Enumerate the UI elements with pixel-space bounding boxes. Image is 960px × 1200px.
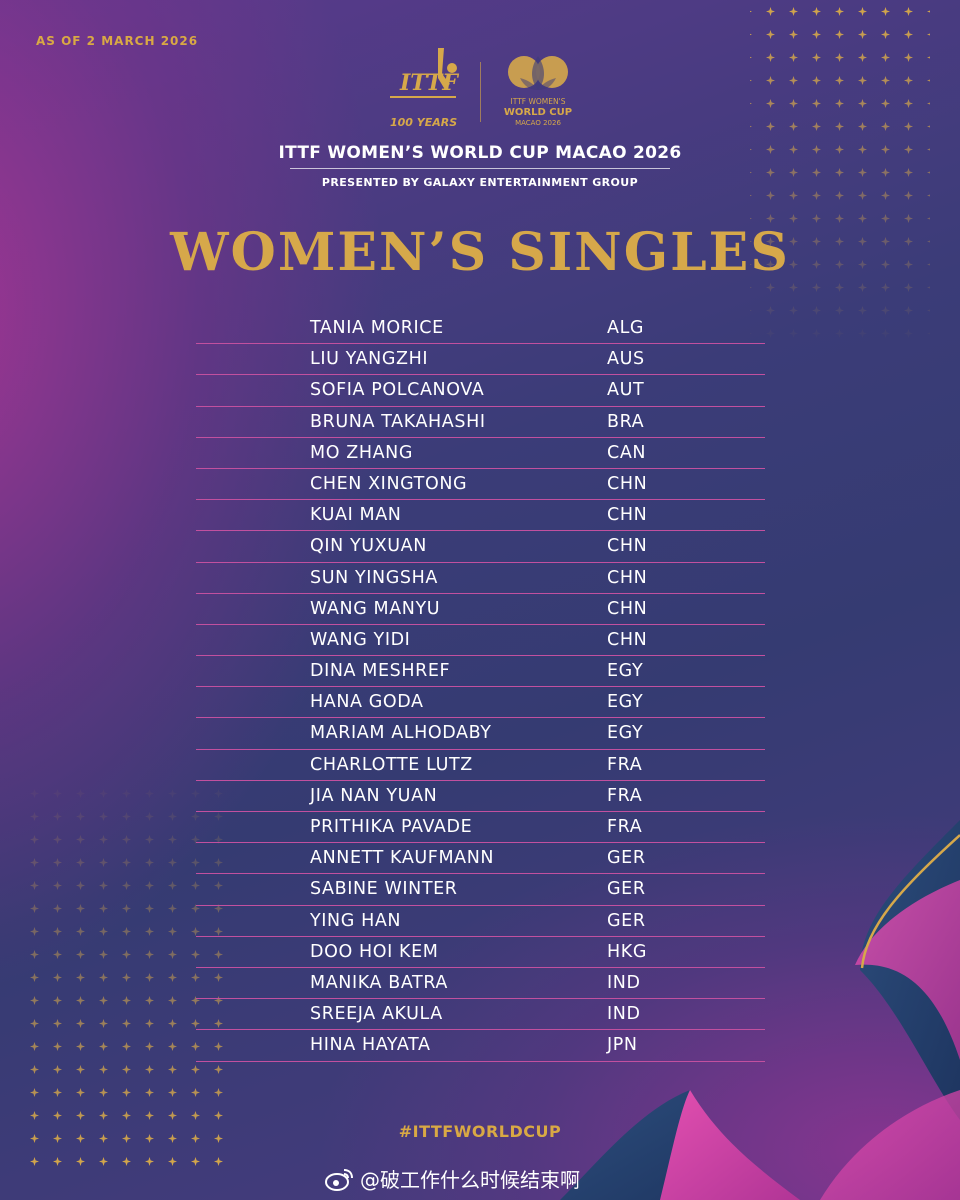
- player-name: WANG YIDI: [310, 629, 411, 650]
- player-country: GER: [607, 879, 646, 900]
- player-country: EGY: [607, 692, 644, 713]
- world-cup-logo-icon: ITTF WOMEN'S WORLD CUP MACAO 2026: [504, 56, 572, 127]
- table-row: YING HAN GER: [196, 906, 765, 937]
- watermark: @破工作什么时候结束啊: [324, 1164, 580, 1193]
- table-row: PRITHIKA PAVADE FRA: [196, 812, 765, 844]
- player-country: CAN: [607, 442, 647, 463]
- player-country: CHN: [607, 473, 648, 494]
- player-name: WANG MANYU: [310, 598, 441, 619]
- player-name: CHEN XINGTONG: [310, 473, 468, 494]
- player-name: SABINE WINTER: [310, 879, 458, 900]
- player-country: JPN: [607, 1035, 638, 1056]
- player-country: IND: [607, 972, 641, 993]
- player-name: ANNETT KAUFMANN: [310, 848, 495, 869]
- table-row: HINA HAYATA JPN: [196, 1030, 765, 1062]
- hashtag: #ITTFWORLDCUP: [398, 1122, 562, 1141]
- petal-pink-bottom: [660, 1090, 800, 1200]
- player-country: FRA: [607, 817, 643, 837]
- wc-logo-line1: ITTF WOMEN'S: [511, 97, 566, 106]
- table-row: ANNETT KAUFMANN GER: [196, 843, 765, 875]
- ittf-logo-sub: 100 YEARS: [390, 116, 457, 129]
- player-country: EGY: [607, 661, 644, 682]
- player-country: FRA: [607, 785, 643, 806]
- logo-divider: [480, 62, 481, 122]
- event-title: ITTF WOMEN’S WORLD CUP MACAO 2026: [278, 143, 682, 163]
- petal-pink-bottom-2: [820, 1090, 960, 1200]
- table-row: KUAI MAN CHN: [196, 500, 765, 532]
- player-country: FRA: [607, 754, 643, 775]
- player-country: GER: [607, 848, 646, 869]
- ittf-logo-text: ITTF: [399, 70, 459, 96]
- player-name: DOO HOI KEM: [310, 941, 439, 962]
- table-row: CHARLOTTE LUTZ FRA: [196, 750, 765, 781]
- player-country: GER: [607, 910, 646, 931]
- player-name: BRUNA TAKAHASHI: [310, 411, 486, 432]
- player-country: AUT: [607, 380, 645, 401]
- player-name: PRITHIKA PAVADE: [310, 817, 473, 837]
- table-row: MARIAM ALHODABY EGY: [196, 718, 765, 750]
- page-title: WOMEN’S SINGLES: [170, 222, 790, 283]
- player-name: QIN YUXUAN: [310, 536, 427, 557]
- table-row: WANG MANYU CHN: [196, 594, 765, 625]
- table-row: SABINE WINTER GER: [196, 874, 765, 906]
- player-name: KUAI MAN: [310, 505, 402, 526]
- player-name: JIA NAN YUAN: [310, 785, 438, 806]
- player-country: CHN: [607, 629, 648, 650]
- petal-blue-right: [860, 820, 960, 1120]
- title-rule: [290, 168, 670, 169]
- player-name: MO ZHANG: [310, 442, 414, 463]
- player-name: MARIAM ALHODABY: [310, 723, 492, 744]
- table-row: MO ZHANG CAN: [196, 438, 765, 469]
- player-country: BRA: [607, 411, 645, 432]
- weibo-icon: [325, 1168, 353, 1191]
- player-country: AUS: [607, 349, 645, 370]
- table-row: DOO HOI KEM HKG: [196, 937, 765, 968]
- player-name: LIU YANGZHI: [310, 349, 429, 370]
- player-name: TANIA MORICE: [310, 318, 444, 338]
- petal-blue-bottom: [560, 1090, 750, 1200]
- player-country: HKG: [607, 941, 647, 962]
- table-row: TANIA MORICE ALG: [196, 313, 765, 345]
- table-row: DINA MESHREF EGY: [196, 656, 765, 688]
- ittf-logo-icon: ITTF 100 YEARS: [390, 48, 459, 129]
- player-name: MANIKA BATRA: [310, 972, 448, 993]
- petal-pink-right: [855, 880, 960, 1060]
- logo-row: ITTF 100 YEARS ITTF WOMEN'S WORLD CUP MA…: [0, 44, 960, 136]
- table-row: SOFIA POLCANOVA AUT: [196, 375, 765, 407]
- table-row: LIU YANGZHI AUS: [196, 344, 765, 376]
- table-row: WANG YIDI CHN: [196, 625, 765, 657]
- player-name: HANA GODA: [310, 692, 424, 713]
- player-country: CHN: [607, 567, 648, 588]
- table-row: BRUNA TAKAHASHI BRA: [196, 407, 765, 438]
- player-name: SOFIA POLCANOVA: [310, 380, 485, 401]
- table-row: JIA NAN YUAN FRA: [196, 781, 765, 812]
- table-row: MANIKA BATRA IND: [196, 968, 765, 1000]
- watermark-text: @破工作什么时候结束啊: [360, 1168, 580, 1192]
- player-country: EGY: [607, 723, 644, 744]
- wc-logo-line3: MACAO 2026: [515, 119, 561, 127]
- table-row: HANA GODA EGY: [196, 687, 765, 719]
- player-name: YING HAN: [310, 910, 402, 931]
- presented-by: PRESENTED BY GALAXY ENTERTAINMENT GROUP: [321, 176, 639, 189]
- wc-logo-line2: WORLD CUP: [504, 107, 572, 118]
- player-name: HINA HAYATA: [310, 1035, 431, 1056]
- player-name: DINA MESHREF: [310, 661, 451, 682]
- table-row: CHEN XINGTONG CHN: [196, 469, 765, 501]
- table-row: SUN YINGSHA CHN: [196, 563, 765, 594]
- player-country: CHN: [607, 505, 648, 526]
- player-country: IND: [607, 1004, 641, 1025]
- player-country: CHN: [607, 536, 648, 557]
- player-name: SUN YINGSHA: [310, 567, 438, 588]
- player-name: CHARLOTTE LUTZ: [310, 754, 473, 775]
- player-name: SREEJA AKULA: [310, 1004, 443, 1025]
- table-row: SREEJA AKULA IND: [196, 999, 765, 1031]
- player-list: TANIA MORICE ALG LIU YANGZHI AUS SOFIA POLCA…: [196, 313, 765, 1062]
- as-of-date: AS OF 2 MARCH 2026: [36, 34, 199, 48]
- table-row: QIN YUXUAN CHN: [196, 531, 765, 563]
- player-country: CHN: [607, 598, 648, 619]
- player-country: ALG: [607, 318, 645, 338]
